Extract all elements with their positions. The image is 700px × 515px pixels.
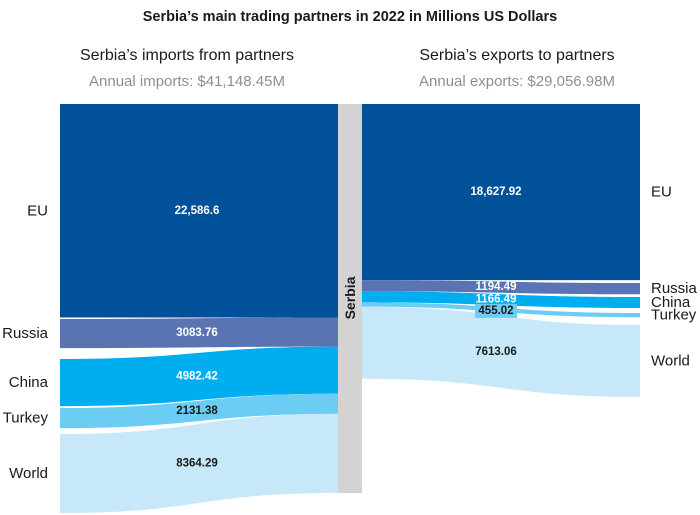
exports-panel-subtitle: Annual exports: $29,056.98M: [419, 73, 615, 90]
export-partner-label-world: World: [651, 352, 690, 369]
exports-panel-title: Serbia’s exports to partners: [419, 47, 615, 64]
labels-layer: 22,586.6 EU 3083.76 Russia 4982.42 China 2131.…: [2, 184, 697, 482]
export-partner-label-turkey: Turkey: [651, 307, 697, 324]
export-value-label-bg-turkey: [475, 303, 517, 318]
export-flow-russia: [362, 280, 640, 295]
import-flow-turkey: [60, 393, 338, 429]
import-value-label-russia: 3083.76: [176, 327, 218, 339]
export-value-label-russia: 1194.49: [476, 281, 517, 293]
import-partner-label-turkey: Turkey: [3, 410, 49, 427]
export-value-label-turkey: 455.02: [478, 305, 513, 317]
export-partner-label-eu: EU: [651, 184, 672, 201]
export-flow-china: [362, 291, 640, 309]
import-partner-label-world: World: [9, 465, 48, 482]
export-partner-label-russia: Russia: [651, 280, 698, 297]
export-value-label-world: 7613.06: [475, 346, 517, 358]
export-flow-world: [362, 306, 640, 397]
import-partner-label-eu: EU: [27, 202, 48, 219]
chart-title: Serbia’s main trading partners in 2022 i…: [142, 9, 558, 25]
import-value-label-world: 8364.29: [176, 458, 218, 470]
import-flow-world: [60, 413, 338, 514]
hub-label: Serbia: [342, 276, 358, 319]
import-partner-label-china: China: [9, 374, 49, 391]
imports-panel-subtitle: Annual imports: $41,148.45M: [89, 73, 285, 90]
import-partner-label-russia: Russia: [2, 325, 49, 342]
export-flow-eu: [362, 104, 640, 281]
export-value-label-eu: 18,627.92: [470, 186, 521, 198]
import-flow-eu: [60, 104, 338, 318]
import-flow-china: [60, 346, 338, 407]
import-value-label-eu: 22,586.6: [175, 205, 220, 217]
export-value-label-china: 1166.49: [476, 294, 517, 306]
import-flow-russia: [60, 317, 338, 349]
import-value-label-china: 4982.42: [176, 370, 218, 382]
import-value-label-turkey: 2131.38: [176, 405, 218, 417]
hub-bar-serbia: [338, 104, 362, 493]
flows-layer: [60, 104, 640, 514]
imports-panel-title: Serbia’s imports from partners: [80, 47, 294, 64]
export-partner-label-china: China: [651, 294, 691, 311]
